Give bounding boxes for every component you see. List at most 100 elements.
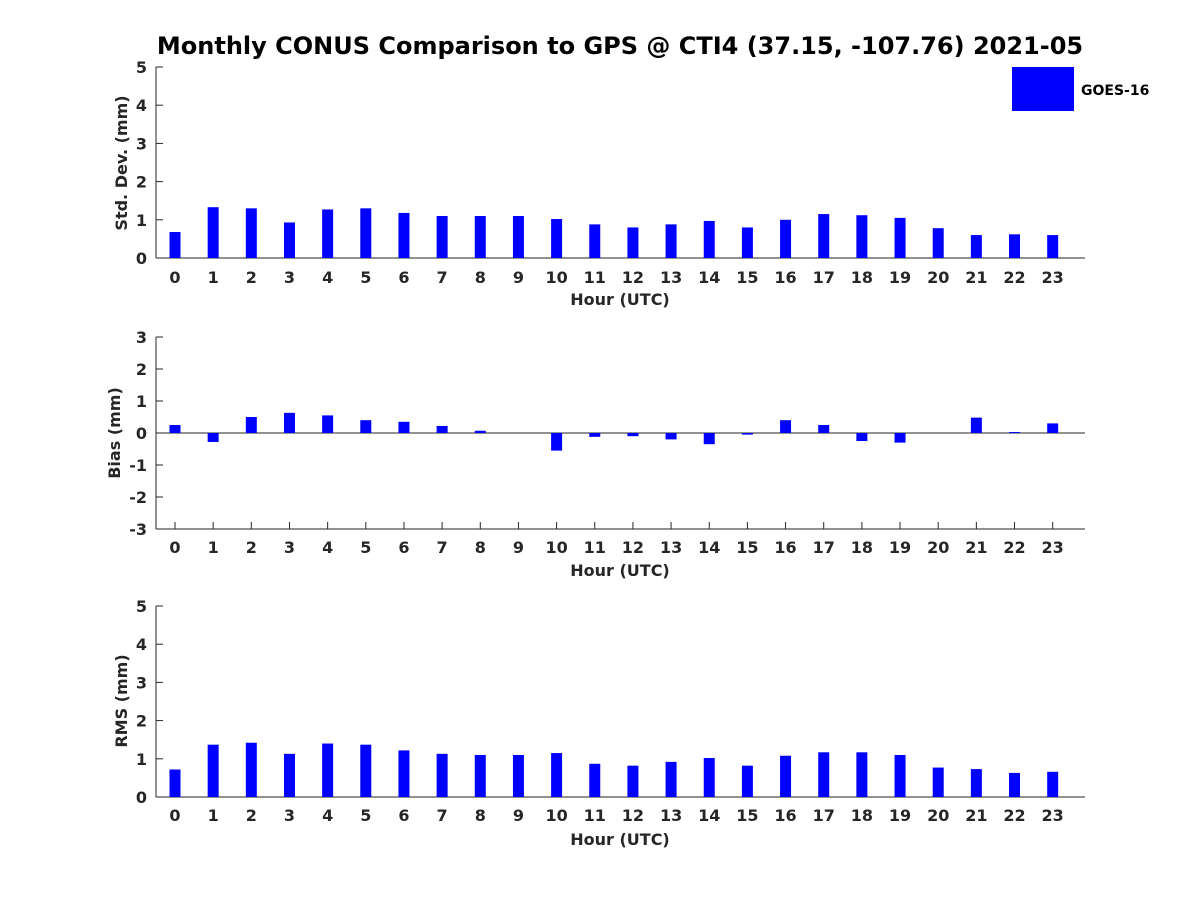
std-dev-x-tick-label: 18 [851, 268, 873, 287]
std-dev-x-tick-label: 9 [513, 268, 524, 287]
bias-x-tick-label: 14 [698, 538, 720, 557]
bias-bar [627, 433, 639, 437]
std-dev-x-tick-label: 11 [584, 268, 606, 287]
rms-x-tick-label: 9 [513, 806, 524, 825]
bias-y-tick-label: 1 [136, 392, 147, 411]
rms-bar [436, 753, 448, 797]
rms-x-tick-label: 3 [284, 806, 295, 825]
bias-x-axis-label: Hour (UTC) [570, 561, 670, 580]
rms-y-tick-label: 3 [136, 673, 147, 692]
bias-x-tick-label: 1 [208, 538, 219, 557]
rms-bar [703, 758, 715, 797]
bias-bar [780, 420, 792, 433]
std-dev-bar [589, 224, 601, 258]
rms-bar [283, 753, 295, 797]
rms-x-tick-label: 5 [360, 806, 371, 825]
bias-x-tick-label: 12 [622, 538, 644, 557]
rms-x-tick-label: 23 [1042, 806, 1064, 825]
std-dev-bar [665, 224, 677, 258]
std-dev-bar [474, 215, 486, 258]
rms-x-tick-label: 16 [774, 806, 796, 825]
std-dev-bar [856, 215, 868, 258]
bias-x-tick-label: 8 [475, 538, 486, 557]
bias-y-tick-label: -3 [129, 520, 147, 539]
std-dev-x-tick-label: 7 [437, 268, 448, 287]
rms-x-tick-label: 10 [545, 806, 567, 825]
rms-bar [245, 742, 257, 797]
std-dev-bar [283, 222, 295, 258]
std-dev-bar [894, 217, 906, 258]
rms-x-tick-label: 14 [698, 806, 720, 825]
rms-x-tick-label: 4 [322, 806, 333, 825]
bias-x-tick-label: 11 [584, 538, 606, 557]
bias-bar [398, 421, 410, 433]
rms-x-tick-label: 19 [889, 806, 911, 825]
bias-bar [856, 433, 868, 441]
std-dev-bar [169, 232, 181, 258]
rms-bar [398, 750, 410, 797]
bias-y-tick-label: -2 [129, 488, 147, 507]
std-dev-bar [703, 220, 715, 258]
rms-bar [780, 755, 792, 797]
std-dev-bar [627, 227, 639, 258]
rms-bar [1009, 772, 1021, 797]
rms-bar [589, 763, 601, 797]
rms-bar [360, 744, 372, 797]
std-dev-x-tick-label: 14 [698, 268, 720, 287]
legend-label: GOES-16 [1081, 83, 1149, 99]
bias-y-axis-label: Bias (mm) [105, 387, 124, 479]
rms-x-tick-label: 13 [660, 806, 682, 825]
bias-bar [360, 420, 372, 433]
rms-x-axis-label: Hour (UTC) [570, 830, 670, 849]
bias-bar [1047, 423, 1059, 433]
rms-y-tick-label: 1 [136, 750, 147, 769]
rms-x-tick-label: 0 [169, 806, 180, 825]
bias-bar [245, 417, 257, 433]
rms-bar [169, 769, 181, 797]
rms-y-tick-label: 4 [136, 635, 147, 654]
std-dev-x-tick-label: 2 [246, 268, 257, 287]
bias-x-tick-label: 17 [813, 538, 835, 557]
bias-x-tick-label: 15 [736, 538, 758, 557]
std-dev-y-tick-label: 3 [136, 134, 147, 153]
std-dev-bar [1047, 235, 1059, 258]
std-dev-y-tick-label: 2 [136, 173, 147, 192]
std-dev-bar [551, 219, 563, 258]
bias-bar [1009, 432, 1021, 433]
bias-y-tick-label: 0 [136, 424, 147, 443]
std-dev-bar [1009, 234, 1021, 258]
bias-bar [474, 430, 486, 433]
bias-x-tick-label: 9 [513, 538, 524, 557]
std-dev-y-tick-label: 0 [136, 249, 147, 268]
rms-bar [818, 752, 830, 797]
bias-bar [169, 425, 181, 433]
std-dev-x-tick-label: 21 [965, 268, 987, 287]
bias-x-tick-label: 5 [360, 538, 371, 557]
bias-bar [818, 425, 830, 433]
rms-bar [207, 744, 219, 797]
rms-y-axis-label: RMS (mm) [112, 654, 131, 747]
rms-y-tick-label: 2 [136, 712, 147, 731]
std-dev-bar [360, 208, 372, 258]
std-dev-x-tick-label: 20 [927, 268, 949, 287]
std-dev-x-tick-label: 17 [813, 268, 835, 287]
std-dev-bar [245, 208, 257, 258]
std-dev-bar [436, 215, 448, 258]
rms-x-tick-label: 8 [475, 806, 486, 825]
bias-x-tick-label: 2 [246, 538, 257, 557]
std-dev-x-tick-label: 19 [889, 268, 911, 287]
rms-x-tick-label: 1 [208, 806, 219, 825]
std-dev-y-tick-label: 5 [136, 58, 147, 77]
bias-y-tick-label: 3 [136, 328, 147, 347]
rms-x-tick-label: 15 [736, 806, 758, 825]
rms-x-tick-label: 20 [927, 806, 949, 825]
std-dev-x-axis-label: Hour (UTC) [570, 290, 670, 309]
bias-y-tick-label: -1 [129, 456, 147, 475]
std-dev-x-tick-label: 23 [1042, 268, 1064, 287]
bias-x-tick-label: 3 [284, 538, 295, 557]
bias-bar [322, 415, 334, 433]
bias-bar [207, 433, 219, 442]
bias-x-tick-label: 13 [660, 538, 682, 557]
bias-x-tick-label: 18 [851, 538, 873, 557]
